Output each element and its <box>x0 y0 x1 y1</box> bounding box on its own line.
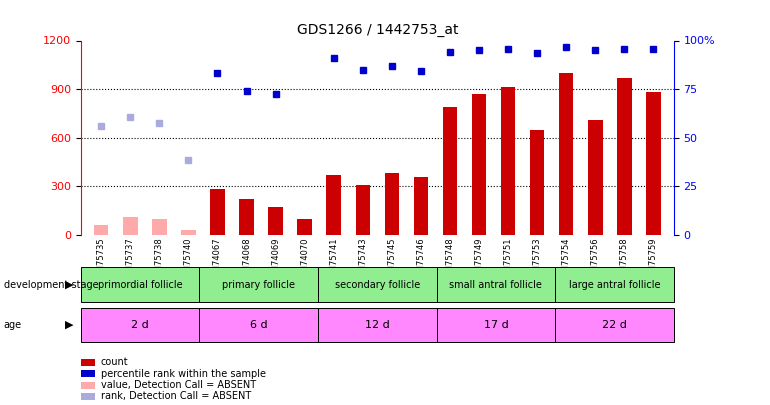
Text: 2 d: 2 d <box>131 320 149 330</box>
Bar <box>356 185 370 235</box>
Bar <box>210 189 225 235</box>
Bar <box>152 219 166 235</box>
Bar <box>646 92 661 235</box>
Bar <box>326 175 341 235</box>
Bar <box>413 177 428 235</box>
Text: 17 d: 17 d <box>484 320 508 330</box>
Bar <box>181 230 196 235</box>
Text: 12 d: 12 d <box>365 320 390 330</box>
Text: age: age <box>4 320 22 330</box>
Bar <box>472 94 487 235</box>
Bar <box>239 199 254 235</box>
Bar <box>384 173 399 235</box>
Text: primordial follicle: primordial follicle <box>98 279 182 290</box>
Bar <box>94 225 109 235</box>
Text: large antral follicle: large antral follicle <box>569 279 660 290</box>
Text: ▶: ▶ <box>65 320 73 330</box>
Bar <box>530 130 544 235</box>
Bar <box>500 87 515 235</box>
Text: percentile rank within the sample: percentile rank within the sample <box>101 369 266 379</box>
Bar <box>559 73 574 235</box>
Bar <box>123 217 138 235</box>
Text: small antral follicle: small antral follicle <box>450 279 542 290</box>
Text: value, Detection Call = ABSENT: value, Detection Call = ABSENT <box>101 380 256 390</box>
Text: count: count <box>101 358 129 367</box>
Bar <box>443 107 457 235</box>
Bar <box>297 219 312 235</box>
Text: ▶: ▶ <box>65 279 73 290</box>
Text: rank, Detection Call = ABSENT: rank, Detection Call = ABSENT <box>101 392 251 401</box>
Bar <box>617 78 631 235</box>
Text: 6 d: 6 d <box>250 320 267 330</box>
Title: GDS1266 / 1442753_at: GDS1266 / 1442753_at <box>296 23 458 37</box>
Text: secondary follicle: secondary follicle <box>335 279 420 290</box>
Text: 22 d: 22 d <box>602 320 627 330</box>
Bar <box>588 120 603 235</box>
Text: primary follicle: primary follicle <box>223 279 295 290</box>
Bar <box>268 207 283 235</box>
Text: development stage: development stage <box>4 279 99 290</box>
